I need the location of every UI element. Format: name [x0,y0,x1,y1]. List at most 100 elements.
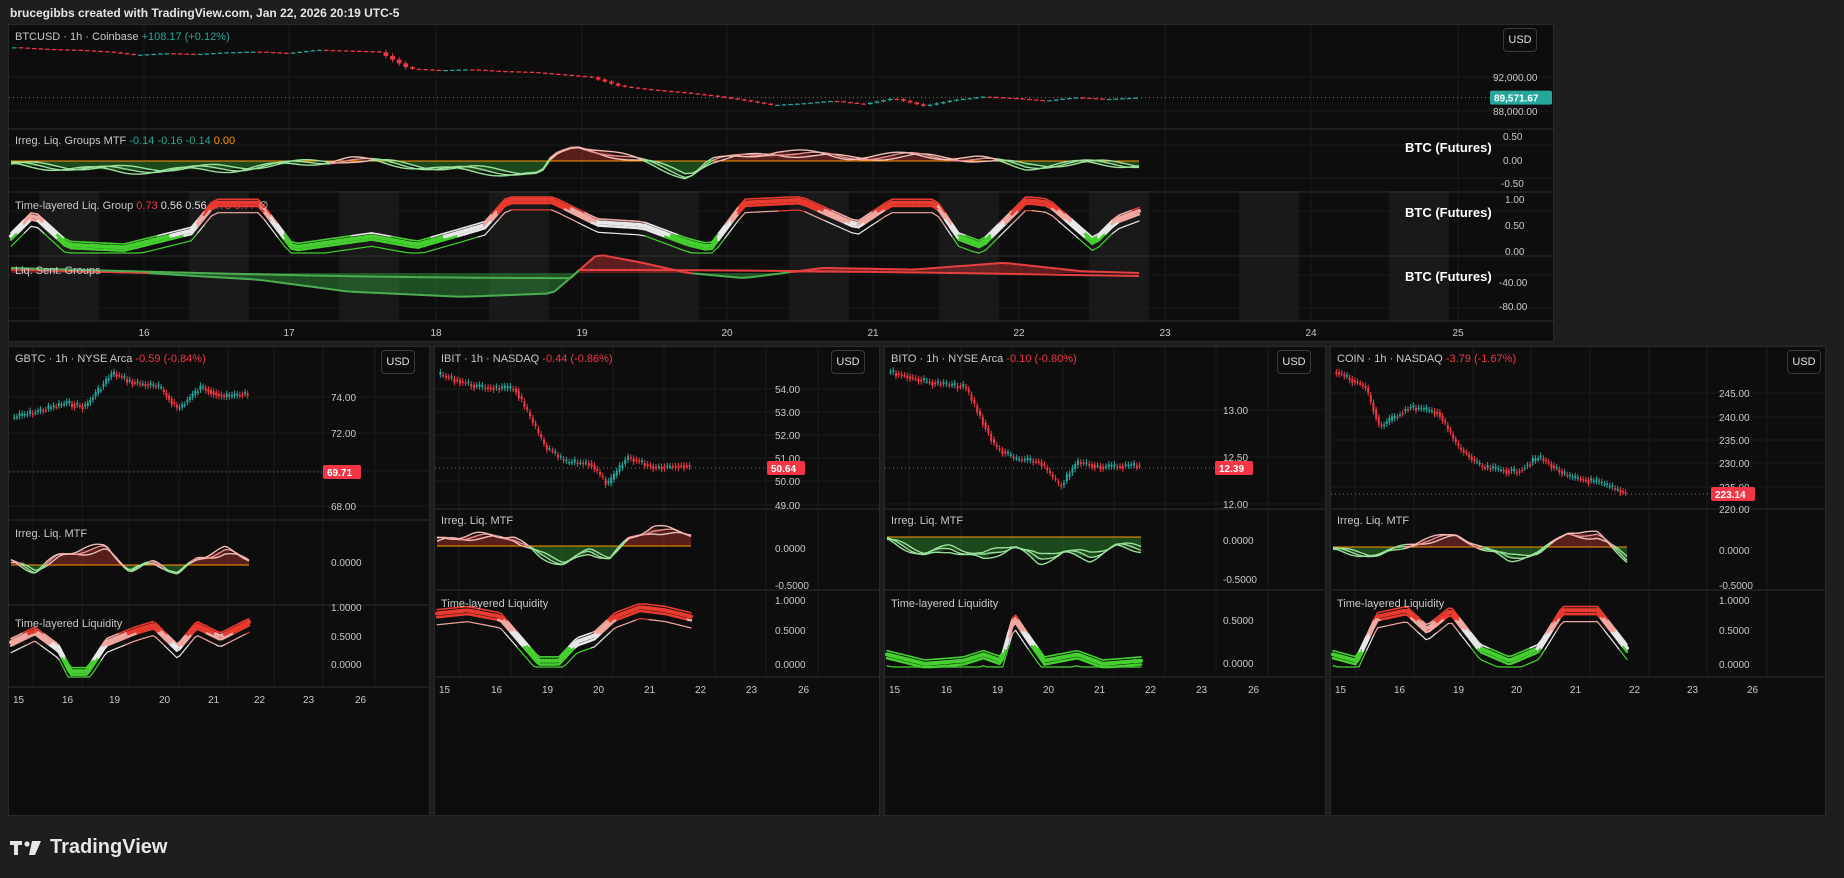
price-candle [948,384,951,386]
price-candle [615,470,618,476]
ind2-name[interactable]: Time-layered Liq. Group [15,200,134,212]
main-legend[interactable]: BTCUSD · 1h · Coinbase +108.17 (+0.12%) [15,31,230,43]
price-candle [91,397,94,400]
ind2-line [1111,214,1120,221]
price-candle [1396,416,1399,419]
btc-candle [1126,97,1132,100]
price-candle [1343,374,1346,377]
price-candle [674,465,677,468]
price-candle [1481,465,1484,468]
price-candle [1563,471,1566,474]
sub-ind1-line [628,536,633,539]
sub-legend[interactable]: GBTC · 1h · NYSE Arca -0.59 (-0.84%) [15,353,206,365]
sub-symbol[interactable]: BITO · 1h · NYSE Arca [891,353,1004,365]
price-candle [178,407,181,409]
sub-ind2-name[interactable]: Time-layered Liquidity [15,618,123,630]
btc-candle [841,101,847,103]
sub-legend[interactable]: IBIT · 1h · NASDAQ -0.44 (-0.86%) [441,353,613,365]
last-price-label: 89,571.67 [1494,94,1539,105]
sub-ind1-name[interactable]: Irreg. Liq. MTF [15,528,88,540]
sub-chart-canvas[interactable]: 13.0012.5012.0012.390.0000-0.50000.50000… [885,347,1326,816]
price-candle [1348,377,1351,381]
price-candle [1007,452,1009,454]
sub-symbol[interactable]: IBIT · 1h · NASDAQ [441,353,540,365]
sub-ind1-line [1129,545,1134,549]
sub-ind2-name[interactable]: Time-layered Liquidity [891,598,999,610]
price-candle [147,384,150,387]
ind1-line [1004,159,1012,163]
sub-currency-button[interactable]: USD [1277,350,1311,374]
sub-chart-canvas[interactable]: 74.0072.0070.0068.0069.710.00001.00000.5… [9,347,430,816]
sub-chart-canvas[interactable]: 54.0053.0052.0051.0050.0049.0050.640.000… [435,347,880,816]
sub-ind2-line [188,640,193,646]
sub-ind2-line [58,659,63,667]
sub-ind2-line [1005,628,1010,642]
main-symbol[interactable]: BTCUSD · 1h · Coinbase [15,31,139,43]
price-candle [683,465,685,469]
main-currency-button[interactable]: USD [1503,28,1537,52]
sub-ind1-name[interactable]: Irreg. Liq. MTF [441,515,514,527]
ind1-name[interactable]: Irreg. Liq. Groups MTF [15,135,127,147]
price-candle [489,387,492,390]
price-candle [115,373,118,377]
sub-ind1-name[interactable]: Irreg. Liq. MTF [891,515,964,527]
sub-ind1-line [535,553,541,558]
ind3-legend[interactable]: Liq. Sent. Groups [15,265,101,277]
ind3-name[interactable]: Liq. Sent. Groups [15,265,101,277]
price-candle [1513,468,1516,472]
ind1-legend[interactable]: Irreg. Liq. Groups MTF -0.14 -0.16 -0.14… [15,135,235,147]
sub-ind1-line [591,551,596,556]
btc-candle [390,55,395,60]
last-price-label: 69.71 [327,468,352,479]
sub-ind2-name[interactable]: Time-layered Liquidity [441,598,549,610]
sub-ind1-line [528,545,534,551]
btc-candle [383,52,389,56]
ind1-line [39,164,47,169]
ind1-line [188,165,196,168]
price-candle [1107,464,1110,467]
sub-symbol[interactable]: GBTC · 1h · NYSE Arca [15,353,133,365]
sub-currency-button[interactable]: USD [381,350,415,374]
btc-candle [522,71,528,73]
sub-chart-gbtc[interactable]: 74.0072.0070.0068.0069.710.00001.00000.5… [8,346,430,816]
main-chart-canvas[interactable]: 92,000.0088,000.0089,571.670.500.00-0.50… [9,25,1554,342]
sub-chart-coin[interactable]: 245.00240.00235.00230.00225.00220.00223.… [1330,346,1826,816]
ind2-line [1031,196,1040,199]
sub-ind1-line [978,553,983,556]
sub-ind1-line [524,542,530,547]
sub-ind1-line [572,554,578,559]
sub-ind2-line [37,642,42,647]
ind1-line [1046,164,1055,168]
sub-ind1-line [69,552,74,555]
sub-change: -0.44 (-0.86%) [542,353,613,365]
btc-candle [1000,97,1006,99]
price-candle [23,414,26,416]
sub-ind1-line [1541,547,1547,553]
sub-ind1-line [45,559,50,564]
sub-ind2-line [998,651,1004,658]
ind1-fill [805,153,813,161]
sub-ind1-fill [440,539,445,546]
price-candle [1071,467,1074,474]
ind1-fill [514,161,522,174]
ind2-line [197,210,206,221]
sub-ind1-line [1392,546,1398,549]
ind1-line [989,157,998,161]
ind1-line [209,170,217,173]
sub-currency-button[interactable]: USD [831,350,865,374]
ind1-line [826,152,835,156]
ind2-legend[interactable]: Time-layered Liq. Group 0.73 0.56 0.56 0… [15,199,268,212]
ind2-line [417,238,426,242]
main-chart-panel[interactable]: 92,000.00 88,000.00 89,571.67 0.50 0.00 -0.50… [8,24,1554,342]
sub-chart-ibit[interactable]: 54.00 53.00 52.00 51.00 50.00 49.00 50.64 0.000… [434,346,880,816]
sub-ind2-line [1021,639,1026,646]
price-candle [501,386,503,389]
sub-ind1-fill [942,537,946,551]
btc-candle [111,51,117,53]
sub-chart-bito[interactable]: 13.00 12.50 12.00 12.39 0.0000 -0.5000 0.5000 0… [884,346,1326,816]
ind1-line [450,166,459,169]
sub-chart-canvas[interactable]: 245.00240.00235.00230.00225.00220.00223.… [1331,347,1826,816]
price-candle [973,399,976,404]
sub-ind1-line [27,570,32,574]
sub-legend[interactable]: BITO · 1h · NYSE Arca -0.10 (-0.80%) [891,353,1077,365]
